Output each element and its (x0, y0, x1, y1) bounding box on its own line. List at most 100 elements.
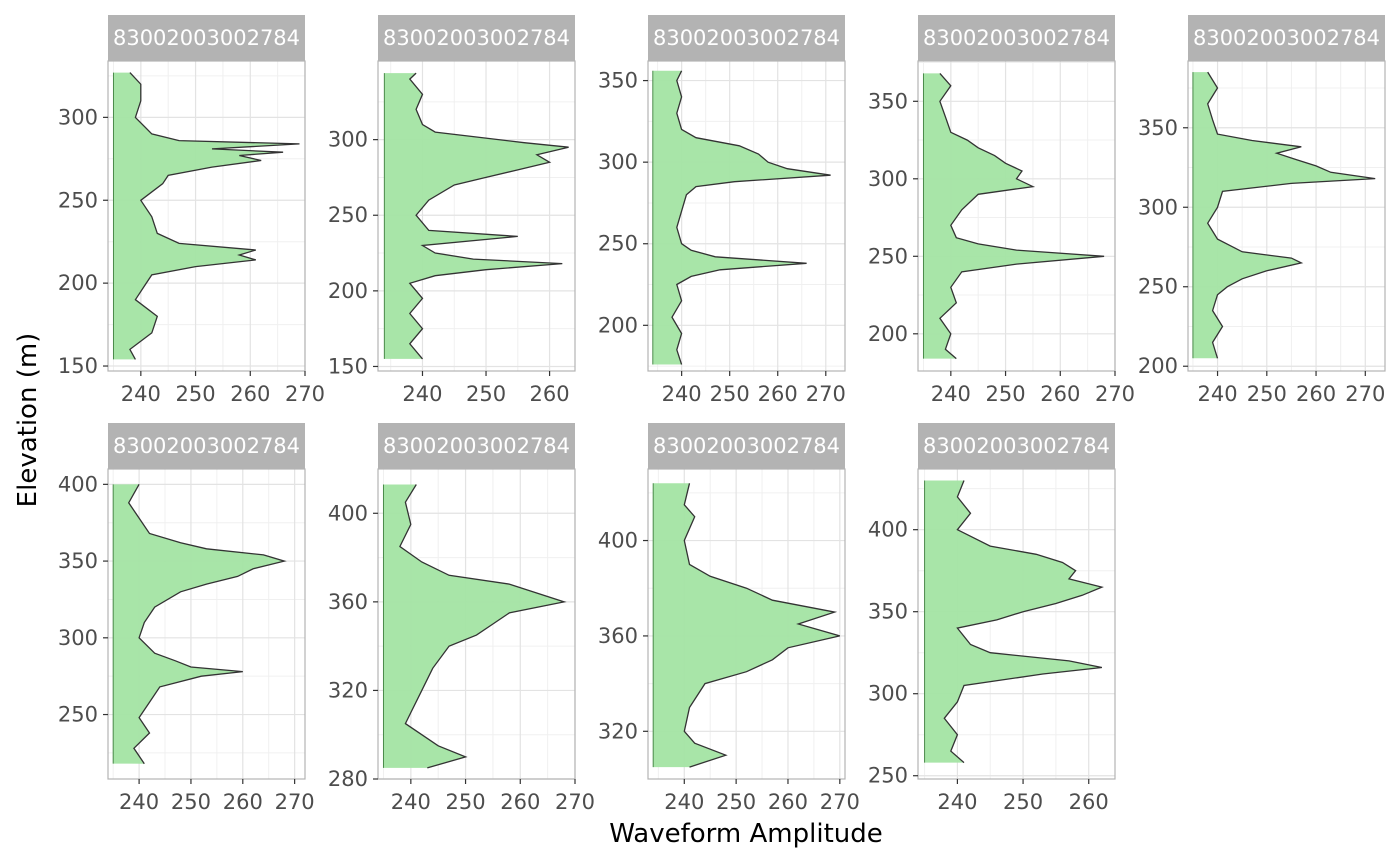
facet-panel-8: 83002003002784 240 250 260 270 320 360 400 (598, 423, 860, 814)
x-tick-label: 240 (391, 790, 431, 814)
y-tick-label: 250 (328, 203, 368, 227)
x-tick-label: 270 (1345, 382, 1385, 406)
waveform-line (683, 483, 840, 768)
x-tick-label: 250 (710, 382, 750, 406)
y-tick-label: 320 (598, 719, 638, 743)
y-tick-label: 300 (58, 626, 98, 650)
facet-strip (918, 423, 1115, 469)
facet-strip-label: 83002003002784 (113, 434, 300, 458)
x-tick-label: 240 (937, 790, 977, 814)
y-tick-label: 200 (1138, 354, 1178, 378)
waveform-line (399, 484, 567, 769)
y-tick-label: 350 (868, 89, 908, 113)
waveform-area (653, 483, 840, 768)
waveform-area (923, 73, 1105, 359)
x-tick-label: 270 (555, 790, 595, 814)
x-tick-label: 250 (171, 790, 211, 814)
y-tick-label: 360 (598, 624, 638, 648)
y-tick-label: 400 (328, 501, 368, 525)
x-tick-label: 260 (223, 790, 263, 814)
facet-strip-label: 83002003002784 (383, 434, 570, 458)
waveform-area (113, 72, 300, 360)
x-tick-label: 260 (230, 382, 270, 406)
facet-strip (648, 423, 845, 469)
facet-strip (918, 15, 1115, 61)
facet-strip (108, 423, 305, 469)
x-tick-label: 270 (285, 382, 325, 406)
facet-panel-5: 83002003002784 240 250 260 270 200 250 300 350 (1138, 15, 1386, 406)
y-tick-label: 350 (58, 549, 98, 573)
y-tick-label: 250 (58, 703, 98, 727)
facet-strip (378, 15, 575, 61)
x-tick-label: 260 (768, 790, 808, 814)
y-tick-label: 200 (598, 313, 638, 337)
waveform-line (943, 480, 1104, 764)
x-tick-label: 240 (664, 790, 704, 814)
waveform-area (384, 73, 569, 359)
x-tick-label: 260 (1040, 382, 1080, 406)
waveform-line (939, 72, 1105, 360)
y-tick-label: 250 (598, 232, 638, 256)
y-tick-label: 150 (58, 354, 98, 378)
x-tick-label: 270 (1095, 382, 1135, 406)
x-tick-label: 270 (820, 790, 860, 814)
x-tick-label: 260 (500, 790, 540, 814)
y-tick-label: 320 (328, 678, 368, 702)
y-tick-label: 350 (1138, 116, 1178, 140)
y-tick-label: 280 (328, 767, 368, 791)
y-tick-label: 150 (328, 354, 368, 378)
y-tick-label: 200 (328, 279, 368, 303)
y-tick-label: 300 (1138, 195, 1178, 219)
y-tick-label: 400 (868, 518, 908, 542)
panel-border (377, 60, 576, 372)
x-tick-label: 260 (1296, 382, 1336, 406)
x-tick-label: 240 (121, 382, 161, 406)
facet-panel-9: 83002003002784 240 250 260 250 300 350 400 (868, 423, 1116, 814)
waveform-area (652, 70, 831, 365)
y-tick-label: 300 (58, 105, 98, 129)
facet-strip (108, 15, 305, 61)
waveform-area (383, 484, 565, 768)
facet-strip-label: 83002003002784 (653, 26, 840, 50)
y-tick-label: 200 (58, 271, 98, 295)
x-tick-label: 240 (931, 382, 971, 406)
x-tick-label: 270 (806, 382, 846, 406)
facet-panel-4: 83002003002784 240 250 260 270 200 250 300 350 (868, 15, 1135, 406)
waveform-line (127, 483, 287, 765)
x-tick-label: 250 (1247, 382, 1287, 406)
y-tick-label: 400 (598, 529, 638, 553)
x-tick-label: 250 (986, 382, 1026, 406)
x-tick-label: 260 (1069, 790, 1109, 814)
y-tick-label: 300 (328, 128, 368, 152)
y-tick-label: 300 (868, 167, 908, 191)
x-tick-label: 250 (466, 382, 506, 406)
y-axis-title: Elevation (m) (13, 332, 43, 508)
facet-strip (378, 423, 575, 469)
facet-panel-3: 83002003002784 240 250 260 270 200 250 300 350 (598, 15, 846, 406)
x-tick-label: 250 (716, 790, 756, 814)
y-tick-label: 250 (1138, 275, 1178, 299)
facet-strip-label: 83002003002784 (923, 26, 1110, 50)
waveform-area (924, 480, 1102, 763)
y-tick-label: 360 (328, 590, 368, 614)
panel-border (917, 60, 1116, 372)
facet-panel-6: 83002003002784 240 250 260 270 250 300 350 400 (58, 423, 315, 814)
y-tick-label: 200 (868, 322, 908, 346)
waveform-area (1192, 72, 1376, 359)
y-tick-label: 300 (868, 682, 908, 706)
x-tick-label: 260 (530, 382, 570, 406)
panel-border (647, 468, 846, 780)
facet-panel-7: 83002003002784 240 250 260 270 280 320 360 400 (328, 423, 595, 814)
y-tick-label: 250 (868, 244, 908, 268)
x-tick-label: 240 (402, 382, 442, 406)
x-axis-title: Waveform Amplitude (609, 819, 883, 849)
waveform-line (129, 72, 300, 360)
x-tick-label: 250 (446, 790, 486, 814)
facet-panel-1: 83002003002784 240 250 260 270 150 200 250 300 (58, 15, 325, 406)
waveform-line (408, 72, 569, 360)
panel-border (1187, 60, 1386, 372)
facet-strip-label: 83002003002784 (923, 434, 1110, 458)
y-tick-label: 250 (868, 764, 908, 788)
x-tick-label: 270 (275, 790, 315, 814)
